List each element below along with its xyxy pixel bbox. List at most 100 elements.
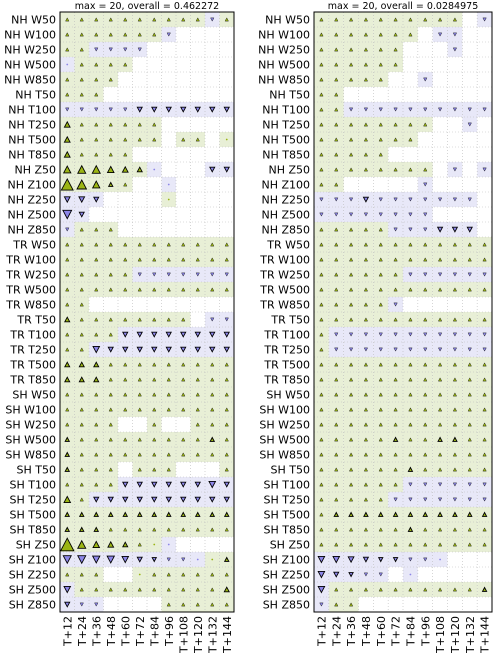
cell-up-triangle-marker [393,272,398,277]
cell-down-triangle-marker [180,496,187,503]
cell-up-triangle-marker [152,287,157,292]
row-label: NH Z50 [14,164,56,177]
cell-up-triangle-marker [452,422,457,427]
cell-up-triangle-marker [393,17,398,22]
cell-up-triangle-marker [94,437,99,442]
cell-up-triangle-marker [79,17,84,22]
cell-down-triangle-marker [438,197,443,202]
cell-up-triangle-marker [224,452,229,457]
cell-up-triangle-marker [319,77,324,82]
column-label: T+108 [434,616,447,654]
cell-up-triangle-marker [152,17,157,22]
cell-up-triangle-marker [438,377,443,382]
cell-up-triangle-marker [378,47,383,52]
cell-up-triangle-marker [107,511,114,517]
row-label: NH Z500 [261,209,310,222]
cell-up-triangle-marker [79,62,84,67]
cell-down-triangle-marker [79,602,84,607]
cell-down-triangle-marker [319,197,324,202]
cell-up-triangle-marker [79,587,84,592]
cell-up-triangle-marker [123,32,128,37]
cell-up-triangle-marker [94,137,99,142]
cell-up-triangle-marker [181,377,186,382]
cell-up-triangle-marker [378,257,383,262]
column-label: T+132 [206,616,219,654]
cell-down-triangle-marker [423,347,428,352]
row-label: NH Z850 [7,224,56,237]
cell-down-triangle-marker [317,570,326,579]
cell-down-triangle-marker [408,482,413,487]
cell-down-triangle-marker [378,332,383,337]
cell-up-triangle-marker [94,392,99,397]
cell-up-triangle-marker [334,137,339,142]
cell-up-triangle-marker [319,317,324,322]
cell-down-triangle-marker [137,47,142,52]
cell-up-triangle-marker [349,32,354,37]
cell-down-triangle-marker [224,317,229,322]
cell-down-triangle-marker [393,332,398,337]
cell-up-triangle-marker [59,537,75,552]
cell-up-triangle-marker [334,467,339,472]
cell-up-triangle-marker [94,227,99,232]
cell-up-triangle-marker [452,452,457,457]
cell-up-triangle-marker [363,377,368,382]
cell-up-triangle-marker [319,182,324,187]
cell-down-triangle-marker [319,212,324,217]
cell-up-triangle-marker [181,242,186,247]
row-label: TR T250 [263,344,310,357]
cell-down-triangle-marker [363,572,368,577]
cell-down-triangle-marker [423,557,428,562]
row-label: SH T50 [17,464,56,477]
cell-up-triangle-marker [392,436,399,442]
cell-up-triangle-marker [378,152,383,157]
row-label: SH W250 [259,419,310,432]
cell-down-triangle-marker [436,226,444,233]
cell-up-triangle-marker [452,467,457,472]
cell-dot-marker [66,63,69,66]
cell-up-triangle-marker [210,377,215,382]
row-label: TR T500 [263,359,310,372]
cell-up-triangle-marker [108,62,113,67]
row-label: SH T100 [264,479,310,492]
cell-up-triangle-marker [467,422,472,427]
cell-up-triangle-marker [210,422,215,427]
cell-down-triangle-marker [108,107,113,112]
cell-up-triangle-marker [393,242,398,247]
cell-down-triangle-marker [210,317,215,322]
cell-up-triangle-marker [378,122,383,127]
cell-down-triangle-marker [378,347,383,352]
cell-down-triangle-marker [93,496,100,503]
cell-up-triangle-marker [467,287,472,292]
cell-up-triangle-marker [106,165,115,174]
cell-down-triangle-marker [223,496,230,503]
column-label: T+84 [404,616,417,647]
row-label: SH W850 [259,449,310,462]
cell-up-triangle-marker [195,287,200,292]
cell-down-triangle-marker [122,331,129,338]
cell-down-triangle-marker [64,601,71,608]
cell-up-triangle-marker [408,257,413,262]
cell-up-triangle-marker [408,287,413,292]
cell-up-triangle-marker [108,527,113,532]
cell-up-triangle-marker [181,137,186,142]
cell-up-triangle-marker [78,376,85,383]
cell-up-triangle-marker [210,362,215,367]
cell-up-triangle-marker [180,511,187,517]
cell-up-triangle-marker [349,227,354,232]
cell-up-triangle-marker [408,17,413,22]
row-label: NH Z850 [261,224,310,237]
cell-up-triangle-marker [378,32,383,37]
cell-down-triangle-marker [438,497,443,502]
cell-up-triangle-marker [108,227,113,232]
cell-up-triangle-marker [334,92,339,97]
cell-up-triangle-marker [79,392,84,397]
row-label: NH W500 [4,59,56,72]
cell-up-triangle-marker [94,422,99,427]
cell-up-triangle-marker [79,407,84,412]
cell-up-triangle-marker [210,602,215,607]
cell-down-triangle-marker [78,196,86,204]
cell-up-triangle-marker [393,257,398,262]
cell-up-triangle-marker [452,392,457,397]
cell-up-triangle-marker [393,362,398,367]
cell-up-triangle-marker [349,137,354,142]
